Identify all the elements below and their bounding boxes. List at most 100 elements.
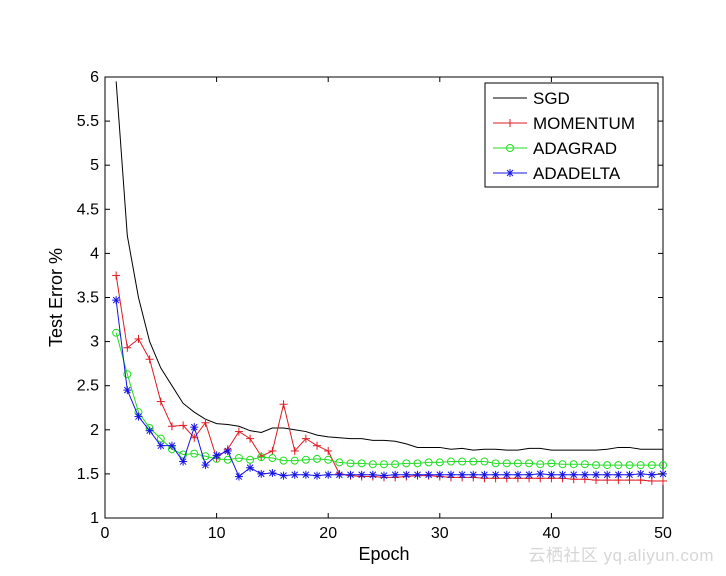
data-point-momentum	[156, 397, 165, 406]
data-point-adagrad	[625, 461, 634, 470]
data-point-adagrad	[279, 456, 288, 465]
y-tick-label: 1	[90, 510, 99, 527]
data-point-adagrad	[234, 454, 243, 463]
legend-marker	[506, 169, 514, 177]
data-point-adadelta	[525, 470, 534, 479]
data-point-adagrad	[435, 458, 444, 467]
legend-item-sgd: SGD	[493, 89, 570, 108]
data-point-adagrad	[290, 456, 299, 465]
data-point-adagrad	[246, 455, 255, 464]
data-point-adadelta	[458, 470, 467, 479]
data-point-adadelta	[558, 470, 567, 479]
series-adadelta	[112, 296, 667, 481]
data-point-adadelta	[368, 470, 377, 479]
data-point-momentum	[201, 418, 210, 427]
data-point-adagrad	[413, 459, 422, 468]
data-point-adadelta	[212, 451, 221, 460]
y-tick-label: 1.5	[77, 466, 99, 483]
data-point-momentum	[112, 271, 121, 280]
data-point-adagrad	[301, 455, 310, 464]
data-point-adagrad	[268, 454, 277, 463]
data-point-adagrad	[458, 457, 467, 466]
data-point-momentum	[145, 355, 154, 364]
data-point-adadelta	[190, 423, 199, 432]
data-point-adadelta	[134, 412, 143, 421]
data-point-adagrad	[424, 458, 433, 467]
data-point-adadelta	[279, 471, 288, 480]
data-point-adagrad	[402, 459, 411, 468]
data-point-momentum	[279, 400, 288, 409]
data-point-adadelta	[156, 441, 165, 450]
y-tick-label: 2	[90, 422, 99, 439]
data-point-adadelta	[502, 470, 511, 479]
data-point-adagrad	[569, 460, 578, 469]
x-tick-label: 30	[431, 525, 449, 542]
data-point-adadelta	[547, 470, 556, 479]
data-point-adadelta	[424, 470, 433, 479]
data-point-momentum	[179, 421, 188, 430]
data-point-adagrad	[580, 460, 589, 469]
data-point-adadelta	[480, 470, 489, 479]
legend-item-adadelta: ADADELTA	[493, 164, 621, 183]
data-point-adadelta	[413, 470, 422, 479]
x-tick-label: 10	[208, 525, 226, 542]
legend-box	[484, 82, 659, 188]
data-point-adagrad	[324, 455, 333, 464]
data-point-momentum	[167, 422, 176, 431]
legend-label: MOMENTUM	[533, 114, 635, 133]
legend-marker	[506, 144, 514, 152]
data-point-momentum	[301, 434, 310, 443]
axes-layer: 0 10 20 30 40 50 1 1.5 2 2.5 3 3.5 4 4.5 5 5.5 6	[77, 69, 672, 542]
data-point-adagrad	[335, 458, 344, 467]
data-point-adagrad	[636, 461, 645, 470]
data-point-adagrad	[346, 459, 355, 468]
data-point-adagrad	[513, 459, 522, 468]
data-point-momentum	[290, 446, 299, 455]
legend-label: ADAGRAD	[533, 139, 617, 158]
data-point-adagrad	[391, 460, 400, 469]
series-sgd	[115, 81, 663, 451]
data-point-adadelta	[446, 470, 455, 479]
data-point-adagrad	[257, 453, 266, 462]
data-point-adadelta	[123, 386, 132, 395]
data-point-adadelta	[179, 457, 188, 466]
series-line-sgd	[115, 81, 663, 451]
data-point-adagrad	[469, 457, 478, 466]
data-point-momentum	[123, 343, 132, 352]
data-point-adadelta	[636, 469, 645, 478]
legend-item-adagrad: ADAGRAD	[493, 139, 617, 158]
data-point-momentum	[234, 427, 243, 436]
data-point-adadelta	[313, 471, 322, 480]
data-point-adadelta	[614, 470, 623, 479]
data-point-momentum	[659, 476, 667, 485]
data-point-momentum	[268, 446, 277, 455]
x-tick-label: 40	[543, 525, 561, 542]
data-point-adagrad	[480, 457, 489, 466]
data-point-adadelta	[569, 470, 578, 479]
data-point-momentum	[134, 334, 143, 343]
data-point-adadelta	[402, 470, 411, 479]
x-tick-label: 50	[654, 525, 672, 542]
data-point-adadelta	[201, 461, 210, 470]
y-tick-label: 5.5	[77, 113, 99, 130]
data-point-adagrad	[614, 461, 623, 470]
data-point-adadelta	[513, 470, 522, 479]
data-point-adagrad	[502, 459, 511, 468]
data-point-adadelta	[301, 470, 310, 479]
data-point-adagrad	[201, 452, 210, 461]
legend-marker	[506, 119, 514, 127]
x-tick-label: 20	[319, 525, 337, 542]
data-point-adadelta	[167, 441, 176, 450]
data-point-adadelta	[469, 470, 478, 479]
data-point-adagrad	[123, 370, 132, 379]
data-point-adagrad	[380, 460, 388, 469]
y-tick-label: 4	[90, 245, 99, 262]
data-point-adadelta	[435, 470, 444, 479]
data-point-adagrad	[368, 460, 377, 469]
data-point-adadelta	[290, 470, 299, 479]
data-point-adagrad	[525, 459, 534, 468]
data-point-adadelta	[592, 470, 601, 479]
y-tick-label: 5	[90, 157, 99, 174]
data-point-adadelta	[357, 470, 366, 479]
